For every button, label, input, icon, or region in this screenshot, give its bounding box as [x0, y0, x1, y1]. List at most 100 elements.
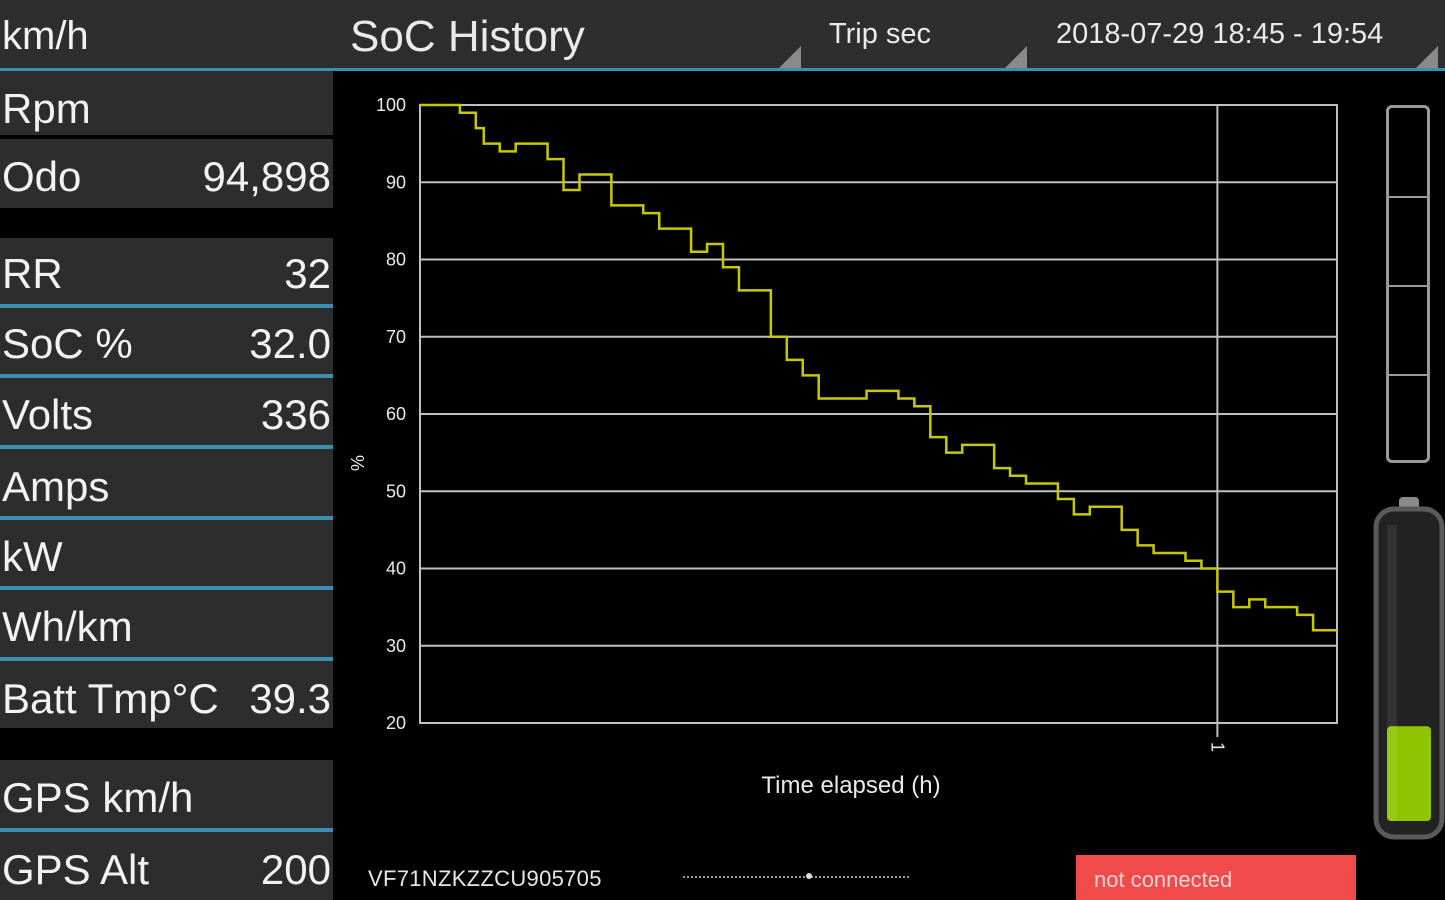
x-axis-mode-dropdown-icon[interactable]: [1005, 46, 1027, 68]
x-axis-label: Time elapsed (h): [761, 772, 940, 799]
soc-data-point: [1040, 482, 1044, 485]
y-tick-label: 100: [376, 95, 406, 115]
y-axis-label: %: [347, 455, 367, 471]
soc-data-point: [929, 435, 932, 439]
soc-data-point: [897, 397, 900, 400]
soc-data-point: [546, 157, 549, 161]
soc-data-point: [753, 289, 757, 292]
metric-label: kW: [2, 533, 63, 580]
soc-data-point: [1200, 567, 1203, 570]
soc-data-point: [1008, 474, 1012, 477]
x-tick-label: 1: [1207, 742, 1227, 752]
vin-text: VF71NZKZZCU905705: [368, 866, 602, 891]
soc-data-point: [626, 204, 629, 207]
metric-label: GPS Alt: [2, 846, 150, 893]
metric-label: RR: [2, 250, 63, 297]
y-tick-label: 70: [386, 327, 406, 347]
activity-progress: [683, 876, 909, 878]
battery-icon: [1373, 497, 1445, 840]
soc-data-point: [530, 142, 533, 145]
soc-data-point: [474, 126, 478, 130]
metrics-panel: Rpm Odo 94,898 RR 32 SoC % 32.0 Volts 33…: [0, 71, 333, 900]
y-tick-label: 50: [386, 481, 406, 501]
x-axis-mode-selector[interactable]: Trip sec: [829, 18, 932, 50]
y-tick-label: 60: [386, 404, 406, 424]
soc-data-point: [482, 142, 485, 145]
gauge-segment: [1389, 285, 1427, 287]
metric-value: 94,898: [202, 153, 331, 200]
metric-value: 336: [260, 391, 331, 438]
metric-row-gps-speed[interactable]: GPS km/h: [0, 760, 333, 832]
soc-data-point: [833, 397, 836, 400]
soc-data-point: [1232, 605, 1235, 609]
soc-data-point: [1216, 590, 1219, 593]
soc-data-point: [785, 358, 788, 362]
battery-fill: [1387, 726, 1431, 821]
metric-row-batt-temp[interactable]: Batt Tmp°C 39.3: [0, 661, 333, 728]
soc-data-point: [1311, 629, 1315, 632]
speed-label: km/h: [2, 14, 89, 58]
battery-shine: [1387, 525, 1397, 821]
metric-label: GPS km/h: [2, 774, 194, 821]
metric-row-soc[interactable]: SoC % 32.0: [0, 308, 333, 378]
soc-data-point: [1056, 497, 1060, 501]
metric-row-amps[interactable]: Amps: [0, 449, 333, 520]
soc-data-point: [434, 103, 438, 107]
gauge-segment: [1389, 374, 1427, 376]
soc-data-point: [881, 389, 884, 393]
metric-row-odo[interactable]: Odo 94,898: [0, 139, 333, 208]
soc-data-point: [769, 335, 773, 338]
soc-data-point: [801, 374, 804, 377]
soc-data-point: [1120, 528, 1123, 532]
soc-data-point: [1072, 513, 1076, 516]
soc-data-point: [849, 397, 852, 400]
connection-status-badge[interactable]: not connected: [1076, 855, 1356, 900]
soc-data-point: [1136, 544, 1139, 547]
metric-label: Wh/km: [2, 603, 133, 650]
soc-data-point: [1295, 613, 1299, 617]
soc-data-point: [945, 451, 948, 454]
soc-data-point: [1152, 551, 1155, 555]
metric-row-kw[interactable]: kW: [0, 520, 333, 590]
soc-data-point: [418, 103, 422, 107]
soc-data-point: [1248, 598, 1251, 601]
soc-data-point: [689, 250, 693, 253]
y-tick-label: 90: [386, 172, 406, 192]
metric-value: 32.0: [249, 320, 331, 367]
soc-data-point: [705, 242, 709, 246]
range-bar-gauge: [1386, 105, 1430, 463]
top-bar: km/h SoC History Trip sec 2018-07-29 18:…: [0, 0, 1445, 71]
screen-selector-dropdown-icon[interactable]: [779, 46, 801, 68]
metric-row-gps-alt[interactable]: GPS Alt 200: [0, 832, 333, 900]
soc-chart-svg: 100 90 80 70 60 50 40 30 20 1% Time elapsed (h): [347, 95, 1339, 799]
screen-selector[interactable]: SoC History: [350, 12, 585, 61]
soc-series-line: [420, 103, 1337, 632]
metric-row-rr[interactable]: RR 32: [0, 238, 333, 308]
connection-status-text: not connected: [1094, 867, 1233, 892]
gauge-segment: [1389, 196, 1427, 198]
date-range-dropdown-icon[interactable]: [1416, 46, 1438, 68]
metric-row-rpm[interactable]: Rpm: [0, 71, 333, 135]
soc-data-point: [578, 173, 581, 176]
activity-progress-dot: [806, 873, 812, 879]
date-range-selector[interactable]: 2018-07-29 18:45 - 19:54: [1056, 18, 1384, 50]
soc-data-point: [594, 173, 597, 176]
soc-data-point: [976, 443, 980, 447]
soc-data-point: [458, 111, 462, 114]
soc-data-point: [658, 227, 661, 230]
metric-row-volts[interactable]: Volts 336: [0, 378, 333, 449]
metric-row-wh-per-km[interactable]: Wh/km: [0, 590, 333, 661]
soc-data-point: [913, 405, 916, 408]
metric-label: Rpm: [2, 85, 91, 132]
soc-data-point: [1024, 482, 1028, 485]
soc-data-point: [992, 466, 996, 470]
metric-label: Batt Tmp°C: [2, 675, 219, 722]
soc-data-point: [1104, 505, 1107, 508]
soc-history-chart[interactable]: 100 90 80 70 60 50 40 30 20 1% Time elapsed (h): [333, 71, 1363, 851]
soc-data-point: [498, 150, 501, 153]
metric-label: Amps: [2, 463, 110, 510]
soc-data-point: [514, 142, 517, 145]
soc-data-point: [961, 443, 964, 447]
soc-data-point: [610, 204, 613, 207]
y-tick-label: 40: [386, 559, 406, 579]
